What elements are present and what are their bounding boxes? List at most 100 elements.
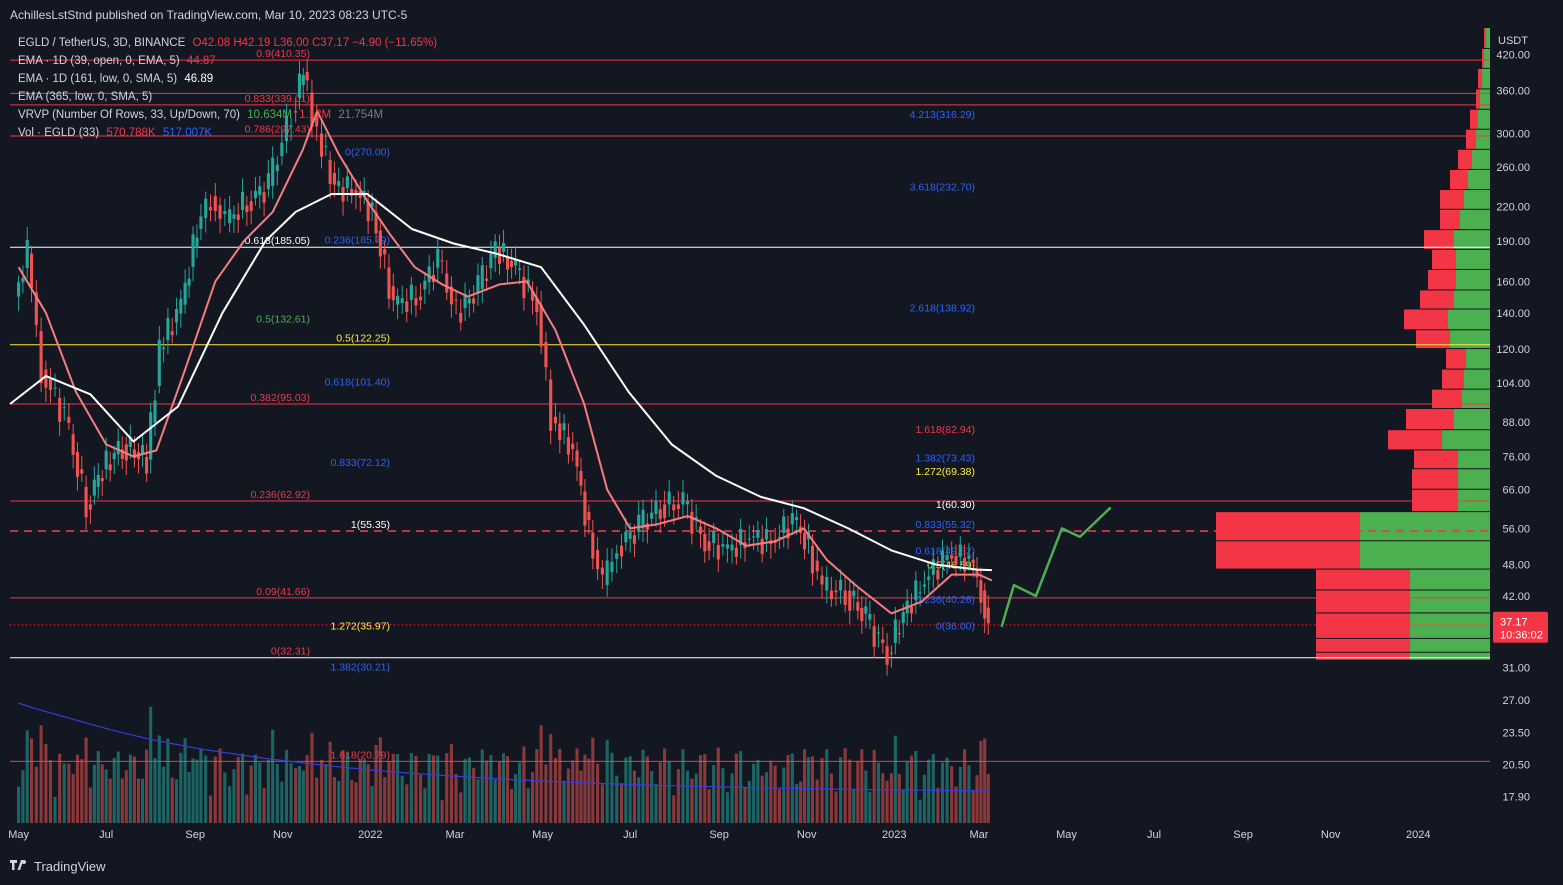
candle-body [596,550,600,570]
volume-bar [954,786,958,823]
volume-bar [820,758,824,823]
fib-level-label: 0(270.00) [345,146,390,158]
volume-bar [703,754,707,823]
volume-bar [632,770,636,823]
volume-bar [914,751,918,823]
volume-bar [75,754,80,823]
ema3-label: EMA (365, low, 0, SMA, 5) [18,91,153,103]
candle-body [790,513,794,525]
candle-body [204,198,208,218]
candle-body [881,639,885,643]
candle-body [350,189,354,196]
volume-bar [619,783,624,823]
volume-profile-down-bar [1484,28,1486,48]
fib-level-label: 0.833(55.32) [915,519,975,531]
volume-profile-down-bar [1470,109,1478,129]
candle-body [587,512,591,520]
volume-bar [940,762,945,823]
volume-bar [927,759,931,823]
volume-bar [747,780,751,823]
candle-body [834,590,838,593]
volume-bar [802,749,807,823]
candle-body [400,298,404,303]
volume-bar [773,765,777,823]
volume-bar [58,753,62,823]
volume-profile-down-bar [1428,269,1456,290]
legend-vrvp-row[interactable]: VRVP (Number Of Rows, 33, Up/Down, 70) 1… [18,106,437,124]
candle-body [378,230,382,257]
candle-body [485,278,489,281]
candle-body [493,241,497,258]
candle-body [62,407,66,409]
volume-profile-up-bar [1410,569,1490,590]
candle-body [191,234,195,267]
candle-body [725,544,730,549]
candle-body [116,441,120,455]
candle-body [889,652,893,654]
candle-body [876,632,881,634]
candle-body [936,569,940,580]
candle-body [387,267,391,299]
legend-ema1-row[interactable]: EMA · 1D (39, open, 0, EMA, 5) 44.87 [18,52,437,70]
volume-bar [166,738,170,823]
candle-body [522,276,526,299]
volume-bar [725,792,730,823]
legend-volume-row[interactable]: Vol · EGLD (33) 570.788K 517.007K [18,124,437,142]
time-tick-label: Jul [623,829,637,841]
vrvp-label: VRVP (Number Of Rows, 33, Up/Down, 70) [18,109,240,121]
volume-bar [124,770,128,823]
time-tick-label: Nov [797,829,817,841]
volume-bar [756,759,760,823]
volume-bar [975,775,979,823]
legend-ema2-row[interactable]: EMA · 1D (161, low, 0, SMA, 5) 46.89 [18,70,437,88]
candle-body [852,590,856,597]
legend-symbol-row[interactable]: EGLD / TetherUS, 3D, BINANCE O42.08 H42.… [18,34,437,52]
volume-bar [730,773,734,823]
time-tick-label: May [532,829,553,841]
volume-bar [463,758,467,823]
candle-body [650,512,654,519]
candle-body [730,544,734,551]
volume-bar [240,753,245,823]
volume-bar [472,767,476,823]
volume-bar [187,772,191,823]
volume-bar [396,754,400,823]
volume-profile-up-bar [1466,349,1490,369]
candle-body [756,530,760,538]
candle-body [170,331,174,336]
published-note: AchillesLstStnd published on TradingView… [10,8,408,22]
volume-bar [986,774,990,823]
candle-body [518,268,522,270]
volume-bar [48,759,53,823]
volume-bar [686,770,690,823]
time-tick-label: 2023 [882,829,906,841]
volume-profile-up-bar [1360,512,1490,541]
candle-body [927,576,931,580]
volume-bar [752,763,756,823]
candle-body [480,265,484,289]
horizontal-levels [10,59,1490,762]
volume-bar [587,758,591,823]
candle-body [92,479,96,496]
tradingview-brand[interactable]: TradingView [10,859,106,874]
candle-body [195,237,199,248]
candle-body [166,318,170,341]
candle-body [88,504,92,510]
candle-body [262,192,266,203]
volume-bar [245,794,249,823]
candle-body [931,559,935,575]
fib-level-label: 0.833(339.01) [245,93,310,105]
volume-profile-up-bar [1454,409,1490,430]
volume-profile-up-bar [1476,129,1490,149]
candle-body [132,449,136,459]
candle-body [108,464,112,471]
volume-bar [454,774,458,823]
volume-bar [476,779,480,823]
legend-ema3-row[interactable]: EMA (365, low, 0, SMA, 5) [18,88,437,106]
candle-body [815,560,819,572]
time-tick-label: Jul [99,829,113,841]
candle-body [463,293,467,309]
volume-bar [518,762,522,823]
volume-bar [497,761,502,823]
